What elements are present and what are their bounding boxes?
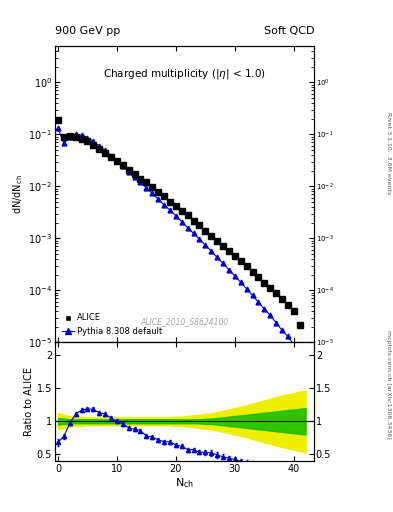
Text: ALICE_2010_S8624100: ALICE_2010_S8624100 [141,317,229,326]
Text: Rivet 3.1.10,  3.6M events: Rivet 3.1.10, 3.6M events [386,113,391,195]
Y-axis label: Ratio to ALICE: Ratio to ALICE [24,367,34,436]
Legend: ALICE, Pythia 8.308 default: ALICE, Pythia 8.308 default [59,311,164,338]
Text: mcplots.cern.ch [arXiv:1306.3436]: mcplots.cern.ch [arXiv:1306.3436] [386,330,391,438]
X-axis label: N$_{\rm ch}$: N$_{\rm ch}$ [175,476,194,490]
Text: Soft QCD: Soft QCD [264,26,314,36]
Text: 900 GeV pp: 900 GeV pp [55,26,120,36]
Text: Charged multiplicity (|$\eta$| < 1.0): Charged multiplicity (|$\eta$| < 1.0) [103,67,266,81]
Y-axis label: dN/dN$_{\rm ch}$: dN/dN$_{\rm ch}$ [11,174,25,214]
